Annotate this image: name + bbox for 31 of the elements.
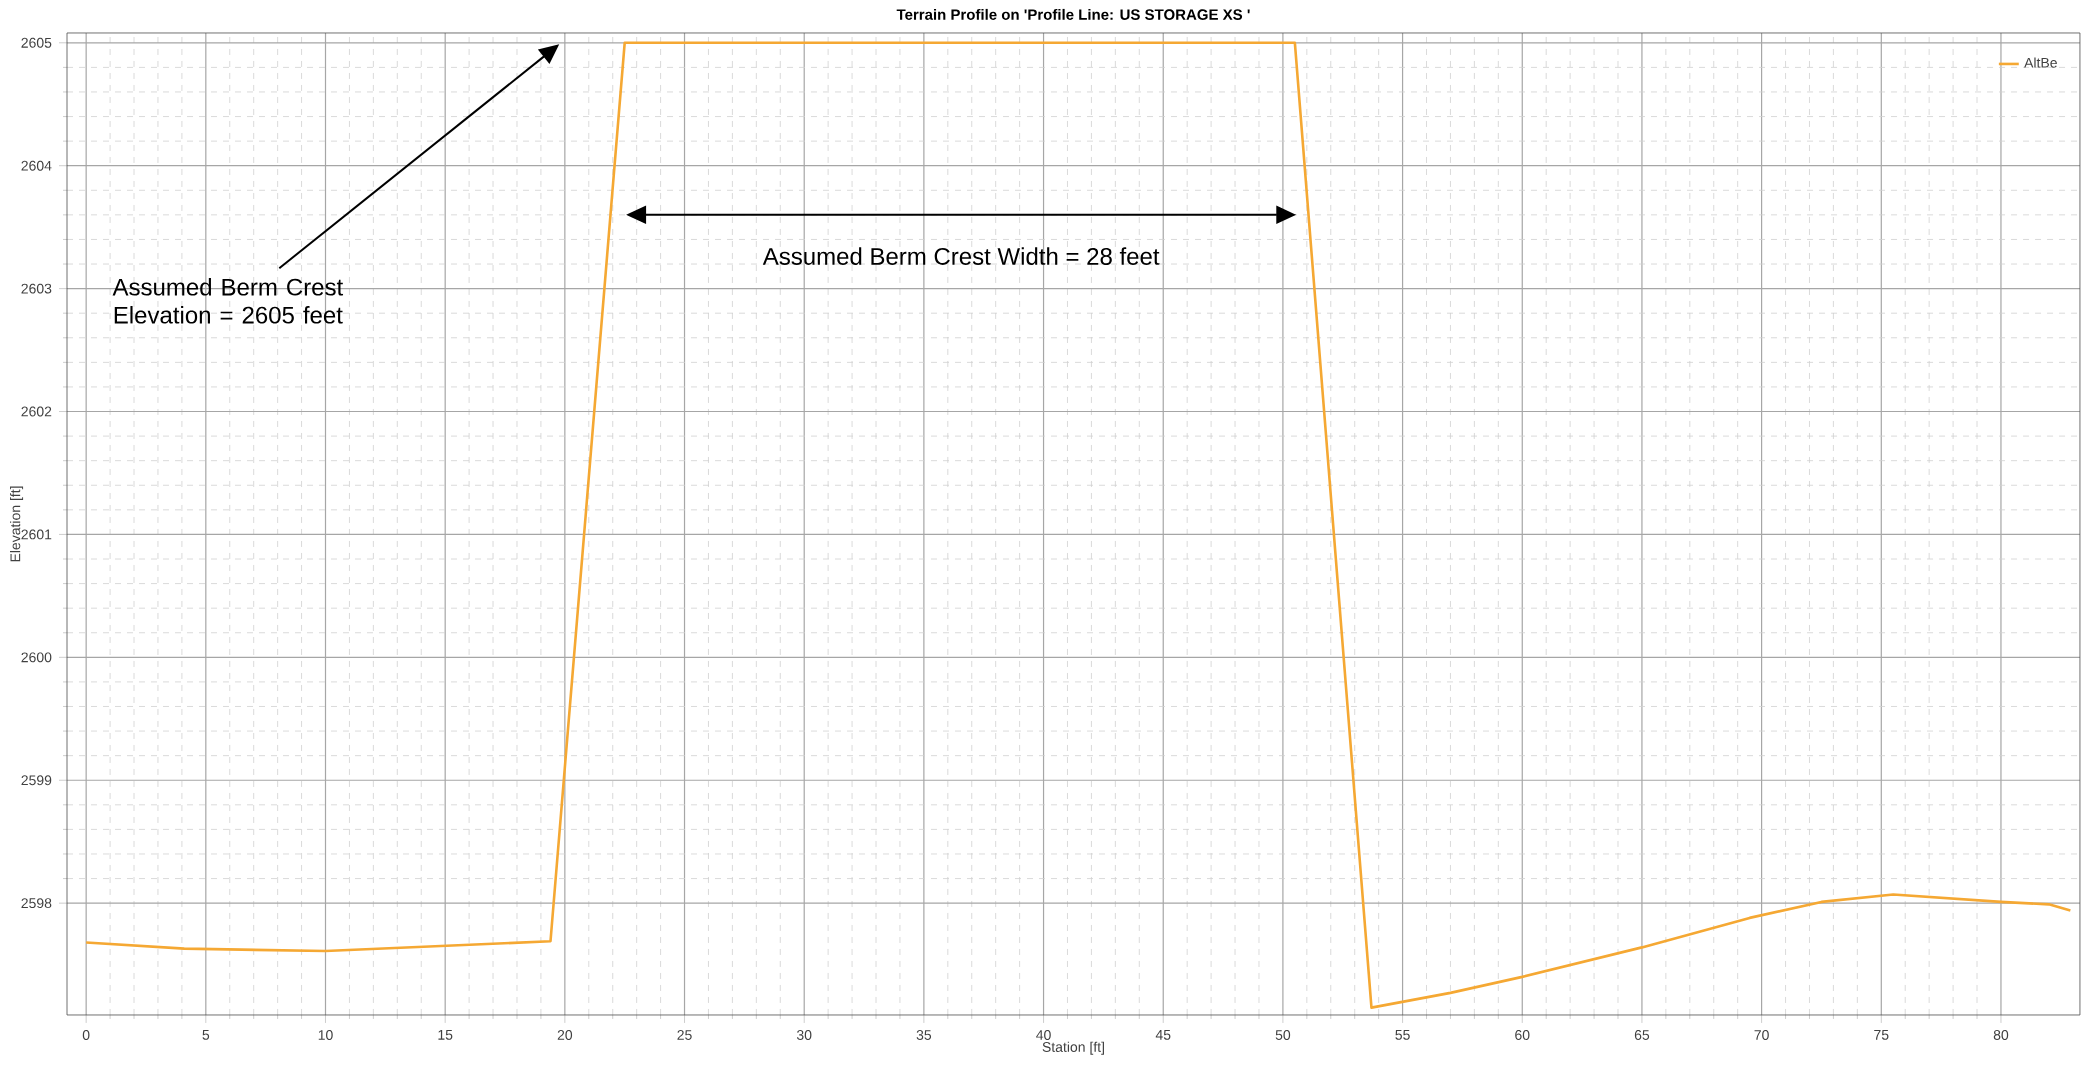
x-tick-label: 50 [1275,1030,1291,1040]
x-tick-label: 55 [1395,1030,1410,1040]
y-tick-label: 2601 [21,529,52,540]
x-tick-label: 80 [1993,1030,2009,1040]
x-tick-label: 35 [916,1030,932,1040]
x-tick-label: 30 [796,1030,812,1040]
x-tick-label: 40 [1036,1030,1051,1040]
y-tick-label: 2603 [21,283,52,294]
x-tick-label: 10 [318,1030,333,1040]
y-tick-label: 2602 [21,406,52,417]
x-tick-label: 25 [677,1030,692,1040]
line-series [84,41,2072,1009]
y-tick-label: 2600 [21,652,52,663]
annotation: Assumed Berm Crest Elevation = 2605 feet [112,278,344,324]
chart-title: Terrain Profile on 'Profile Line: US STORAGE XS ' [896,8,1250,20]
y-tick-label: 2599 [21,775,52,786]
y-tick-label: 2604 [21,160,52,171]
x-tick-label: 65 [1634,1030,1650,1040]
x-tick-label: 15 [438,1030,453,1040]
y-tick-label: 2605 [21,37,52,48]
x-tick-label: 60 [1515,1030,1530,1040]
x-tick-label: 20 [557,1030,573,1040]
y-tick-label: 2598 [21,898,52,909]
x-tick-label: 75 [1874,1030,1889,1040]
annotation: Assumed Berm Crest Width = 28 feet [762,247,1160,265]
x-tick-label: 0 [82,1030,90,1040]
legend-label: AltBe [2024,57,2057,68]
x-tick-label: 45 [1155,1030,1171,1040]
x-tick-label: 70 [1754,1030,1769,1040]
x-axis-title: Station [ft] [1042,1041,1104,1055]
x-tick-label: 5 [202,1030,210,1040]
